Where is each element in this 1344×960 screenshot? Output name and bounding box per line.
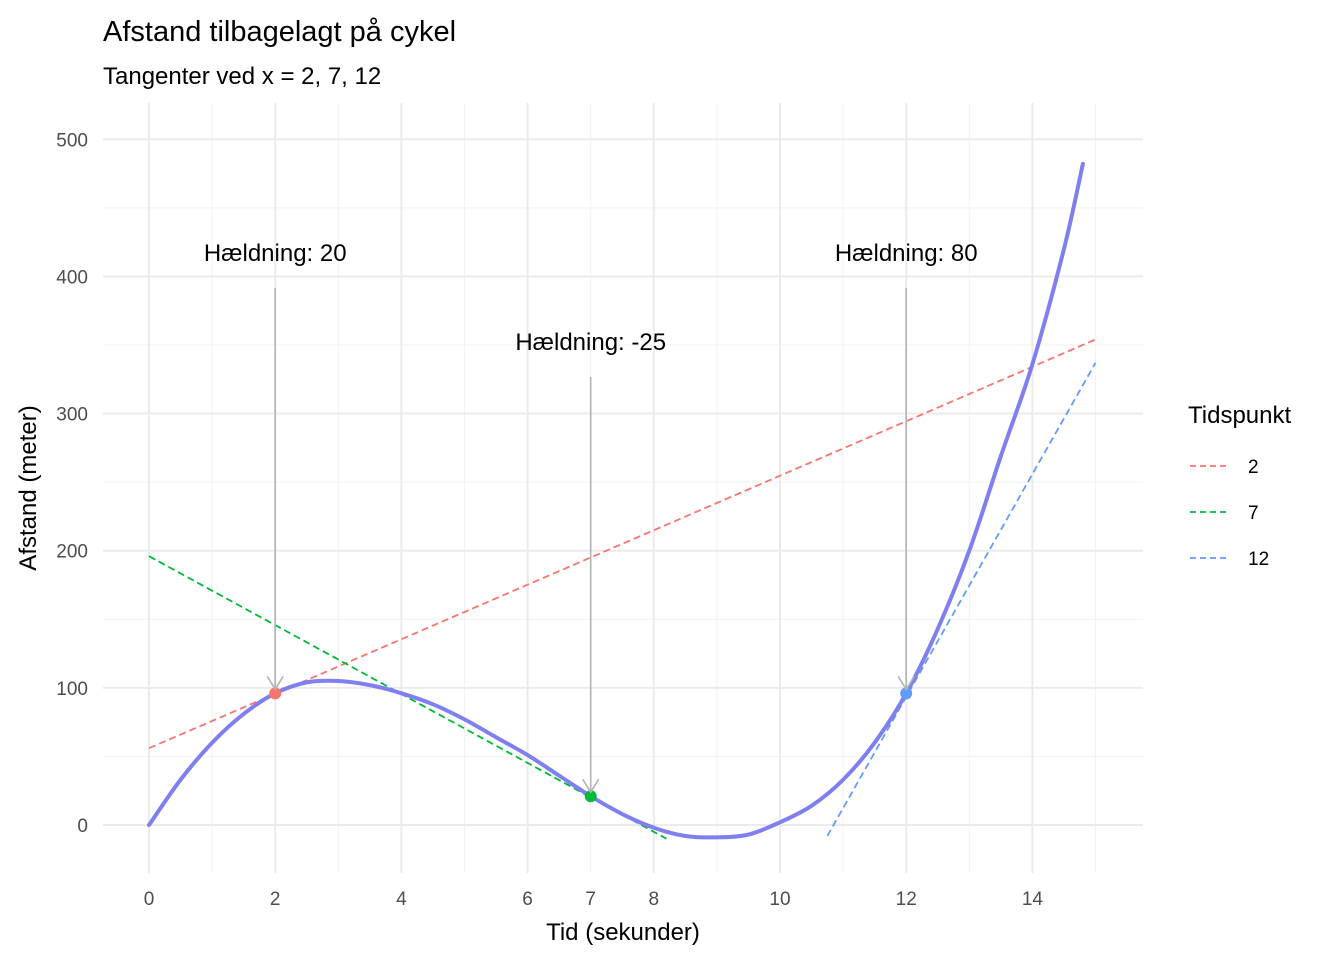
tangent-point <box>269 687 282 700</box>
y-tick-label: 0 <box>77 816 88 837</box>
x-axis-title: Tid (sekunder) <box>546 919 700 946</box>
y-tick-label: 400 <box>56 267 88 288</box>
legend: Tidspunkt 2 7 12 <box>1188 402 1291 570</box>
y-tick-label: 200 <box>56 542 88 563</box>
annotation-arrowhead <box>266 675 284 691</box>
axis-ticks: 0 2 4 6 7 8 10 12 14 0 100 200 300 400 500 <box>56 130 1043 910</box>
grid <box>103 103 1143 873</box>
distance-curve <box>147 161 1085 840</box>
annotation-arrowhead <box>582 778 600 794</box>
legend-title: Tidspunkt <box>1188 402 1291 429</box>
annotations: Hældning: 20 Hældning: -25 Hældning: 80 <box>204 240 978 794</box>
legend-label-2: 2 <box>1248 457 1259 478</box>
x-tick-label: 6 <box>522 889 533 910</box>
x-tick-label: 2 <box>270 889 281 910</box>
legend-label-12: 12 <box>1248 549 1269 570</box>
chart-subtitle: Tangenter ved x = 2, 7, 12 <box>103 63 381 90</box>
tangent-point <box>900 687 913 700</box>
tangent-line-12 <box>826 362 1097 837</box>
annotation-label: Hældning: -25 <box>515 329 666 356</box>
tangent-line-2 <box>148 338 1096 750</box>
x-tick-label: 4 <box>396 889 407 910</box>
x-tick-label: 12 <box>896 889 917 910</box>
tangent-lines <box>148 338 1097 840</box>
y-tick-label: 300 <box>56 405 88 426</box>
y-axis-title: Afstand (meter) <box>15 405 42 570</box>
x-tick-label: 7 <box>585 889 596 910</box>
annotation-label: Hældning: 80 <box>835 240 978 267</box>
y-tick-label: 100 <box>56 679 88 700</box>
x-tick-label: 10 <box>769 889 790 910</box>
x-tick-label: 8 <box>649 889 660 910</box>
tangent-points <box>269 687 913 803</box>
annotation-label: Hældning: 20 <box>204 240 347 267</box>
chart-title: Afstand tilbagelagt på cykel <box>103 16 456 48</box>
tangent-point <box>584 790 597 803</box>
legend-label-7: 7 <box>1248 503 1259 524</box>
x-tick-label: 0 <box>144 889 155 910</box>
x-tick-label: 14 <box>1022 889 1044 910</box>
y-tick-label: 500 <box>56 130 88 151</box>
annotation-arrowhead <box>897 675 915 691</box>
distance-curve-line <box>147 161 1085 840</box>
